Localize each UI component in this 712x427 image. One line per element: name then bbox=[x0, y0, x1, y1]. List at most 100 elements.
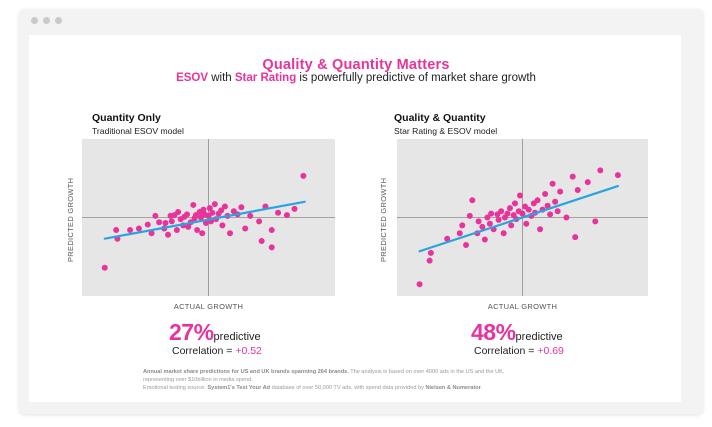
data-point bbox=[416, 281, 423, 288]
correlation-value-left: +0.52 bbox=[235, 345, 262, 357]
subtitle-with: with bbox=[208, 72, 235, 84]
data-point bbox=[199, 230, 206, 237]
page-subtitle: ESOV with Star Rating is powerfully pred… bbox=[0, 72, 712, 84]
window-dot-icon[interactable] bbox=[43, 17, 50, 24]
panel-title-left: Quantity Only bbox=[92, 112, 161, 124]
data-point bbox=[427, 249, 434, 256]
correlation-label-left: Correlation = bbox=[172, 345, 236, 357]
data-point bbox=[547, 211, 554, 218]
predictive-label-right: predictive bbox=[515, 331, 563, 343]
data-point bbox=[511, 200, 518, 207]
data-point bbox=[175, 209, 182, 216]
footnote-line-3-start: Emotional testing source: bbox=[143, 385, 208, 391]
data-point bbox=[516, 192, 523, 199]
predictive-label-left: predictive bbox=[213, 331, 261, 343]
data-point bbox=[247, 212, 254, 219]
data-point bbox=[614, 172, 621, 179]
data-point bbox=[574, 187, 581, 194]
data-point bbox=[152, 212, 159, 219]
x-axis-label-right: ACTUAL GROWTH bbox=[487, 302, 558, 311]
footnote-line-2: representing over $10billion in media sp… bbox=[143, 377, 253, 383]
x-axis-label-left: ACTUAL GROWTH bbox=[173, 302, 244, 311]
data-point bbox=[479, 223, 486, 230]
data-point bbox=[202, 219, 209, 226]
y-axis-label-right: PREDICTED GROWTH bbox=[379, 177, 388, 262]
data-point bbox=[144, 221, 151, 228]
data-point bbox=[156, 219, 163, 226]
data-point bbox=[185, 223, 192, 230]
scatter-chart-right bbox=[397, 139, 648, 296]
data-point bbox=[563, 214, 570, 221]
data-point bbox=[549, 180, 556, 187]
data-point bbox=[426, 257, 433, 264]
data-point bbox=[219, 222, 226, 229]
footnote-line-3-bold-1: System1's Test Your Ad bbox=[207, 385, 271, 391]
correlation-right: Correlation = +0.69 bbox=[474, 345, 564, 357]
data-point bbox=[127, 227, 134, 234]
window-dot-icon[interactable] bbox=[31, 17, 38, 24]
data-point bbox=[488, 210, 495, 217]
subtitle-rest: is powerfully predictive of market share… bbox=[296, 72, 536, 84]
trend-line bbox=[418, 184, 619, 253]
predictive-value-right: 48% bbox=[471, 319, 516, 345]
window-dot-icon[interactable] bbox=[55, 17, 62, 24]
footnote-line-1-bold: Annual market share predictions for US a… bbox=[143, 369, 349, 375]
data-point bbox=[190, 201, 197, 208]
correlation-left: Correlation = +0.52 bbox=[172, 345, 262, 357]
data-point bbox=[183, 211, 190, 218]
footnote-line-3-bold-2: Nielsen & Numerator bbox=[425, 385, 481, 391]
data-point bbox=[209, 209, 216, 216]
data-point bbox=[569, 173, 576, 180]
data-point bbox=[466, 212, 473, 219]
data-point bbox=[211, 201, 218, 208]
footnote-line-3-mid: database of over 50,000 TV ads, with spe… bbox=[270, 385, 426, 391]
data-point bbox=[238, 204, 245, 211]
data-point bbox=[504, 210, 511, 217]
data-point bbox=[597, 167, 604, 174]
data-point bbox=[572, 234, 579, 241]
data-point bbox=[459, 222, 466, 229]
correlation-value-right: +0.69 bbox=[537, 345, 564, 357]
data-point bbox=[101, 264, 108, 271]
data-point bbox=[506, 205, 513, 212]
y-axis-label-left: PREDICTED GROWTH bbox=[66, 177, 75, 262]
window-titlebar bbox=[19, 9, 703, 33]
data-point bbox=[221, 203, 228, 210]
subtitle-esov: ESOV bbox=[176, 72, 209, 84]
panel-subtitle-right: Star Rating & ESOV model bbox=[394, 126, 498, 136]
data-point bbox=[148, 230, 155, 237]
data-point bbox=[498, 208, 505, 215]
data-point bbox=[534, 197, 541, 204]
data-point bbox=[168, 218, 175, 225]
data-point bbox=[113, 227, 120, 234]
data-point bbox=[456, 230, 463, 237]
data-point bbox=[258, 238, 265, 245]
data-point bbox=[523, 220, 530, 227]
data-point bbox=[283, 212, 290, 219]
data-point bbox=[275, 209, 282, 216]
data-point bbox=[242, 225, 249, 232]
data-point bbox=[592, 218, 599, 225]
data-point bbox=[256, 218, 263, 225]
data-point bbox=[554, 208, 561, 215]
data-point bbox=[508, 222, 515, 229]
data-point bbox=[584, 179, 591, 186]
data-point bbox=[194, 227, 201, 234]
predictive-stat-left: 27%predictive bbox=[169, 319, 261, 346]
data-point bbox=[206, 205, 213, 212]
data-point bbox=[469, 197, 476, 204]
data-point bbox=[544, 202, 551, 209]
data-point bbox=[557, 188, 564, 195]
trend-line bbox=[103, 200, 306, 240]
data-point bbox=[475, 218, 482, 225]
data-point bbox=[525, 206, 532, 213]
data-point bbox=[218, 207, 225, 214]
predictive-value-left: 27% bbox=[169, 319, 214, 345]
data-point bbox=[552, 198, 559, 205]
subtitle-star-rating: Star Rating bbox=[234, 72, 297, 84]
data-point bbox=[500, 230, 507, 237]
data-point bbox=[291, 205, 298, 212]
data-point bbox=[227, 230, 234, 237]
data-point bbox=[519, 210, 526, 217]
data-point bbox=[444, 235, 451, 242]
